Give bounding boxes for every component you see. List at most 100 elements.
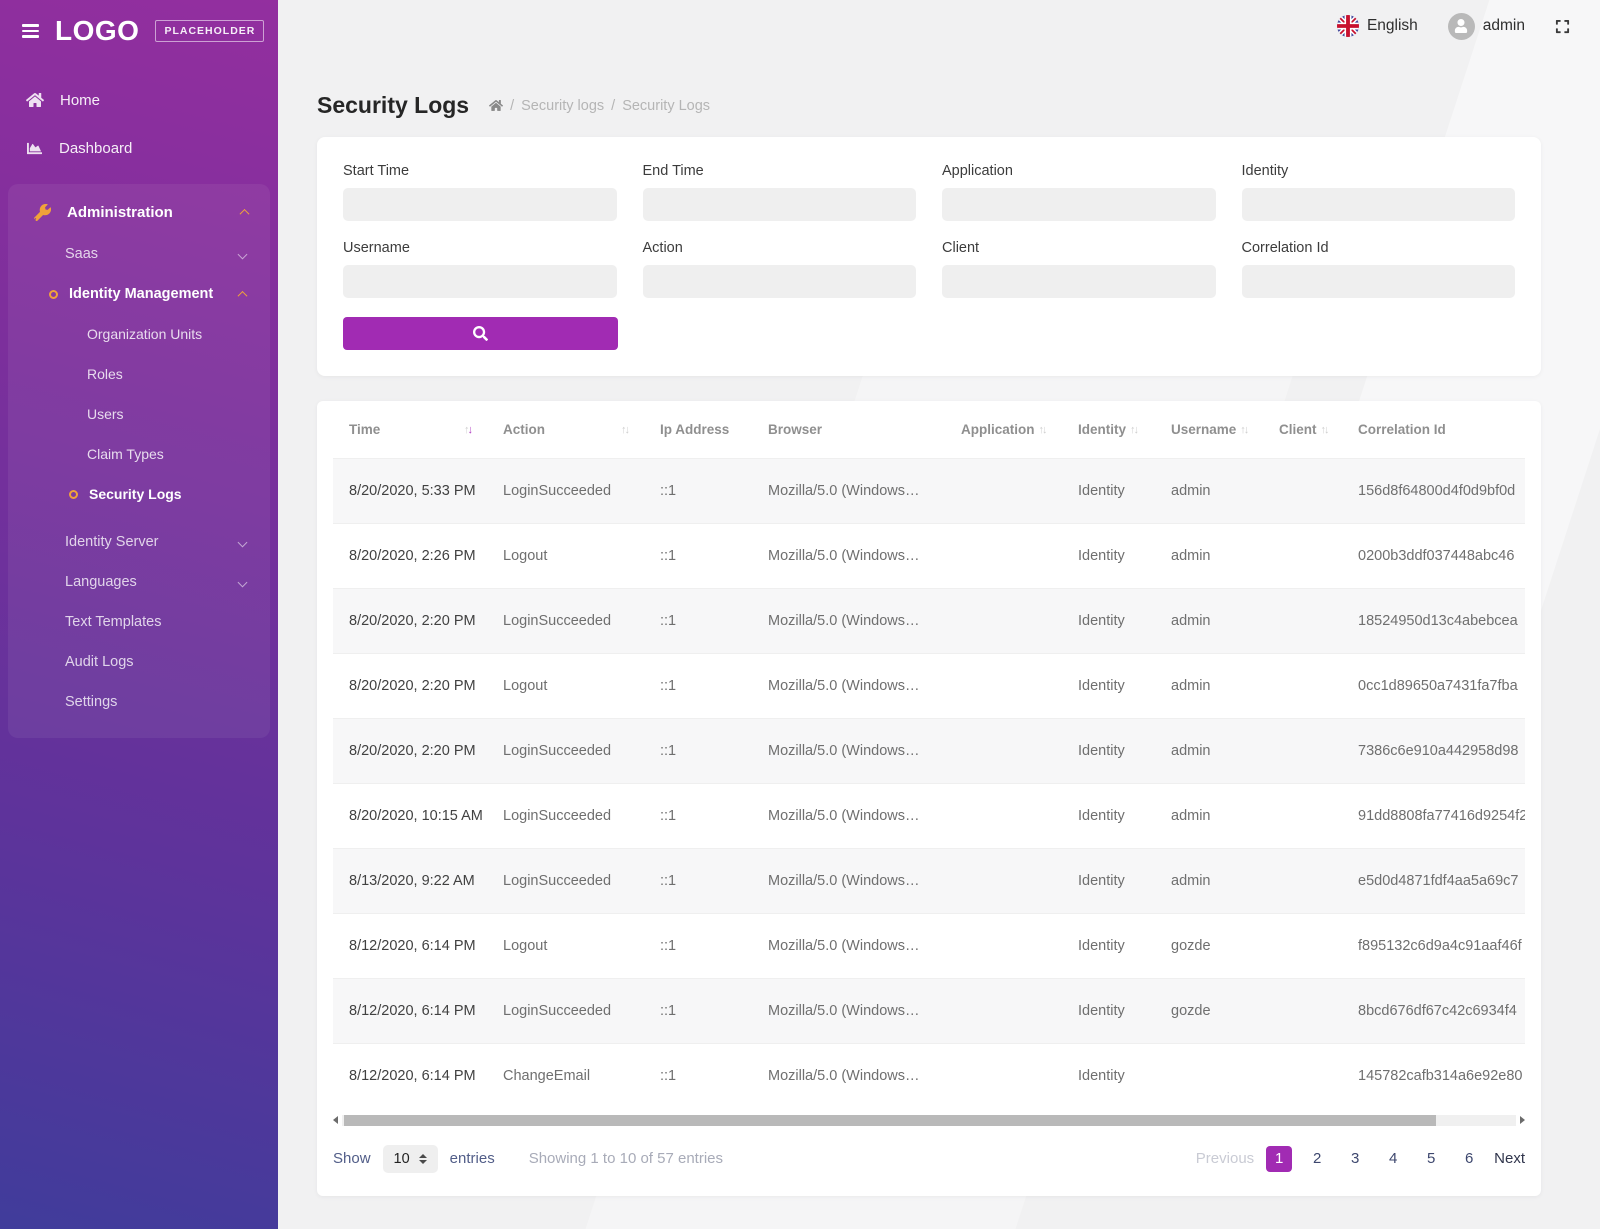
sidebar-item-identity-server[interactable]: Identity Server: [8, 522, 270, 562]
scroll-left-icon[interactable]: [333, 1116, 338, 1124]
page-title: Security Logs: [317, 92, 470, 118]
page-button-3[interactable]: 3: [1350, 1149, 1360, 1167]
cell-ip: ::1: [660, 613, 677, 629]
column-header-application[interactable]: Application ↑↓: [961, 401, 1078, 459]
cell-action: LoginSucceeded: [503, 483, 612, 499]
sidebar-item-label: Text Templates: [65, 614, 162, 630]
sidebar-item-label: Identity Management: [69, 286, 214, 302]
cell-application: [961, 719, 1078, 784]
cell-username: gozde: [1171, 1003, 1211, 1019]
identity-input[interactable]: [1241, 188, 1515, 221]
action-input[interactable]: [642, 265, 916, 298]
sidebar-item-administration[interactable]: Administration: [8, 190, 270, 234]
correlation-id-input[interactable]: [1241, 265, 1515, 298]
cell-identity: Identity: [1078, 613, 1125, 629]
page-button-1[interactable]: 1: [1266, 1145, 1293, 1172]
cell-action: ChangeEmail: [503, 1068, 591, 1085]
sidebar-item-roles[interactable]: Roles: [8, 354, 270, 394]
cell-ip: ::1: [660, 1003, 677, 1019]
ring-icon: [49, 289, 58, 299]
fullscreen-button[interactable]: [1555, 19, 1570, 34]
page-button-5[interactable]: 5: [1426, 1149, 1436, 1167]
cell-application: [961, 459, 1078, 524]
client-input[interactable]: [942, 265, 1216, 298]
sidebar-item-audit-logs[interactable]: Audit Logs: [8, 642, 270, 682]
cell-ip: ::1: [660, 808, 677, 824]
breadcrumb: / Security logs / Security Logs: [489, 98, 710, 114]
scroll-right-icon[interactable]: [1520, 1116, 1525, 1124]
sidebar-item-languages[interactable]: Languages: [8, 562, 270, 602]
cell-action: LoginSucceeded: [503, 808, 612, 824]
sidebar-item-label: Settings: [65, 694, 118, 710]
column-header-browser[interactable]: Browser: [768, 401, 961, 459]
field-label: Username: [343, 240, 410, 256]
sidebar-item-dashboard[interactable]: Dashboard: [0, 124, 278, 172]
filter-field-correlation-id: Correlation Id: [1241, 240, 1515, 298]
search-button[interactable]: [343, 317, 618, 350]
field-label: Identity: [1241, 163, 1289, 179]
cell-action: LoginSucceeded: [503, 743, 612, 759]
cell-ip: ::1: [660, 743, 677, 759]
cell-username: admin: [1171, 613, 1211, 629]
column-header-client[interactable]: Client ↑↓: [1279, 401, 1358, 459]
sidebar-item-users[interactable]: Users: [8, 394, 270, 434]
filter-field-action: Action: [642, 240, 916, 298]
column-header-identity[interactable]: Identity ↑↓: [1078, 401, 1171, 459]
column-header-action[interactable]: Action ↑↓: [503, 401, 660, 459]
language-selector[interactable]: English: [1336, 15, 1418, 37]
filter-field-identity: Identity: [1241, 163, 1515, 221]
sidebar-item-security-logs[interactable]: Security Logs: [8, 474, 270, 514]
page-button-6[interactable]: 6: [1464, 1149, 1474, 1167]
page-button-4[interactable]: 4: [1388, 1149, 1398, 1167]
cell-correlation: 0cc1d89650a7431fa7fba: [1358, 678, 1518, 694]
username-input[interactable]: [343, 265, 617, 298]
column-header-correlation[interactable]: Correlation Id: [1358, 401, 1525, 459]
sidebar-item-text-templates[interactable]: Text Templates: [8, 602, 270, 642]
sort-arrows-icon: ↑↓: [1240, 423, 1249, 436]
cell-browser: Mozilla/5.0 (Windows…: [768, 678, 920, 694]
sidebar-item-settings[interactable]: Settings: [8, 682, 270, 722]
sidebar-item-label: Home: [60, 91, 101, 109]
page-size-select[interactable]: 10: [382, 1144, 438, 1173]
filter-field-client: Client: [942, 240, 1216, 298]
horizontal-scrollbar[interactable]: [333, 1113, 1525, 1128]
user-menu[interactable]: admin: [1447, 12, 1525, 40]
cell-identity: Identity: [1078, 483, 1125, 499]
next-page-button[interactable]: Next: [1494, 1150, 1525, 1167]
application-input[interactable]: [942, 188, 1216, 221]
scrollbar-thumb[interactable]: [344, 1114, 1436, 1126]
column-header-ip[interactable]: Ip Address: [660, 401, 768, 459]
cell-time: 8/20/2020, 5:33 PM: [349, 483, 476, 499]
cell-ip: ::1: [660, 548, 677, 564]
sidebar-item-organization-units[interactable]: Organization Units: [8, 314, 270, 354]
column-header-username[interactable]: Username ↑↓: [1171, 401, 1279, 459]
sidebar-item-home[interactable]: Home: [0, 76, 278, 124]
sidebar-item-saas[interactable]: Saas: [8, 234, 270, 274]
cell-application: [961, 1044, 1078, 1109]
field-label: Correlation Id: [1241, 240, 1329, 256]
hamburger-icon[interactable]: [22, 24, 39, 38]
language-label: English: [1366, 17, 1418, 34]
security-logs-table-card: Time ↑↓ Action ↑↓ Ip Address Browser Applicati…: [317, 401, 1541, 1196]
cell-browser: Mozilla/5.0 (Windows…: [768, 743, 920, 759]
page-button-2[interactable]: 2: [1312, 1149, 1322, 1167]
cell-ip: ::1: [660, 483, 677, 499]
breadcrumb-link[interactable]: Security logs: [521, 97, 605, 114]
column-header-time[interactable]: Time ↑↓: [333, 401, 503, 459]
filter-card: Start Time End Time Application Identity…: [317, 137, 1541, 376]
end-time-input[interactable]: [642, 188, 916, 221]
filter-field-application: Application: [942, 163, 1216, 221]
log-table-head-row: Time ↑↓ Action ↑↓ Ip Address Browser Applicati…: [333, 401, 1525, 459]
cell-time: 8/20/2020, 2:20 PM: [349, 678, 476, 694]
logo-text: LOGO: [55, 15, 140, 46]
start-time-input[interactable]: [343, 188, 617, 221]
previous-page-button[interactable]: Previous: [1195, 1150, 1255, 1167]
column-label: Application: [961, 422, 1035, 437]
cell-correlation: 8bcd676df67c42c6934f4: [1358, 1003, 1517, 1019]
scrollbar-track[interactable]: [342, 1114, 1516, 1126]
sidebar-item-label: Languages: [65, 574, 137, 590]
cell-browser: Mozilla/5.0 (Windows…: [768, 483, 920, 499]
sidebar-item-identity-management[interactable]: Identity Management: [8, 274, 270, 314]
sidebar-item-claim-types[interactable]: Claim Types: [8, 434, 270, 474]
magnifier-icon: [473, 326, 488, 341]
